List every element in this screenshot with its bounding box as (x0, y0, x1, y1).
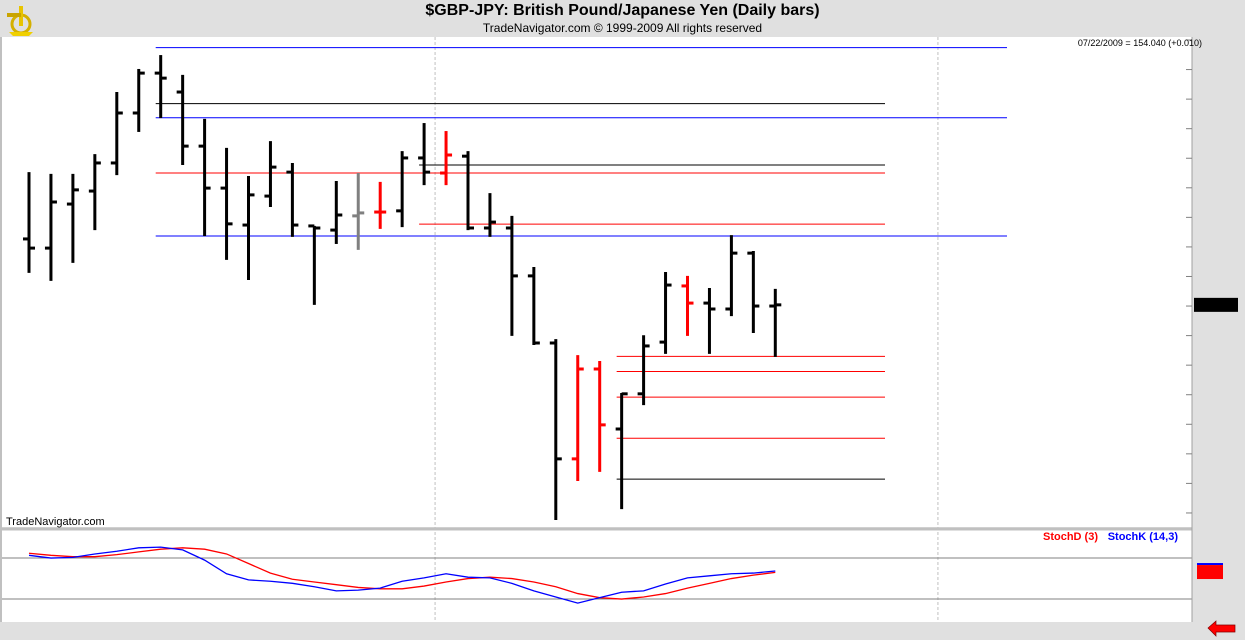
sextant-logo-icon (7, 6, 33, 36)
ohlc-bar (681, 275, 694, 336)
ohlc-bar (725, 235, 738, 317)
ohlc-bar (66, 173, 79, 263)
watermark-text: TradeNavigator.com (6, 516, 105, 528)
ohlc-bar (352, 173, 365, 250)
ohlc-bar (440, 131, 453, 186)
copyright-text: TradeNavigator.com © 1999-2009 All right… (482, 21, 763, 35)
ohlc-bar (549, 339, 562, 521)
ohlc-bar (615, 392, 628, 510)
ohlc-bar (44, 173, 57, 281)
ohlc-bar (110, 92, 123, 176)
ohlc-bar (396, 151, 409, 228)
chart-title: $GBP-JPY: British Pound/Japanese Yen (Da… (425, 2, 820, 19)
ohlc-bar (527, 267, 540, 346)
ohlc-bar (242, 175, 255, 281)
ohlc-bar (264, 141, 277, 208)
ohlc-bar (220, 147, 233, 260)
ohlc-bar (418, 123, 431, 186)
ohlc-bar (176, 74, 189, 166)
ohlc-bar (593, 361, 606, 472)
ohlc-bar (747, 251, 760, 333)
ohlc-bar (483, 193, 496, 237)
stoch-plot-area (2, 530, 1192, 622)
last-quote-text: 07/22/2009 = 154.040 (+0.010) (1078, 38, 1202, 48)
stoch-line-blue (28, 546, 776, 604)
ohlc-bar (637, 335, 650, 406)
stochk-marker (1197, 563, 1223, 566)
ohlc-bar (374, 181, 387, 229)
price-plot-area (2, 37, 1192, 527)
ohlc-bar (286, 162, 299, 237)
ohlc-bar (88, 154, 101, 231)
stoch-value-box (1197, 565, 1223, 580)
stochk-legend: StochK (14,3) (1108, 531, 1179, 543)
current-price-box (1194, 297, 1238, 312)
ohlc-bar (462, 151, 474, 231)
stoch-line-red (28, 547, 776, 600)
ohlc-bar (330, 181, 343, 244)
ohlc-bar (703, 288, 716, 354)
ohlc-bar (132, 68, 145, 132)
ohlc-bar (505, 215, 518, 336)
stochd-legend: StochD (3) (1043, 531, 1098, 543)
ohlc-bar (198, 118, 211, 236)
price-axis (1192, 37, 1245, 622)
ohlc-bar (659, 272, 672, 354)
ohlc-bar (308, 224, 321, 305)
ohlc-bar (154, 55, 167, 119)
ohlc-bar (23, 172, 35, 273)
ohlc-bar (769, 288, 782, 357)
scroll-left-arrow-icon[interactable] (1207, 620, 1236, 637)
ohlc-bar (571, 355, 584, 482)
